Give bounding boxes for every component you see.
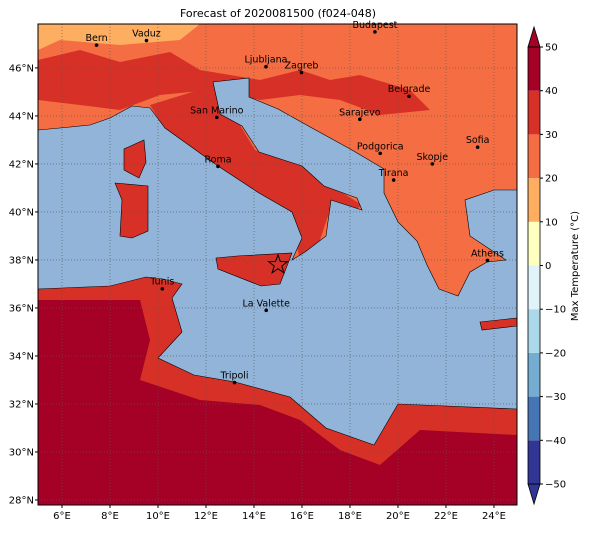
x-tick-label: 18°E [338,511,362,522]
colorbar-extend-top [527,25,541,48]
map-fill [38,24,517,505]
city-dot [391,178,396,182]
city-label: Skopje [417,152,449,163]
city-dot [378,151,383,156]
city-label: Athens [471,248,504,259]
cool-patch [38,24,200,50]
colorbar-tick-label: −10 [545,305,566,316]
city-label: Sofia [466,135,490,146]
colorbar-tick-label: −30 [545,392,566,403]
sardinia [114,182,149,239]
crete [479,317,517,331]
x-tick-label: 6°E [53,511,71,522]
colorbar-band [528,265,540,310]
y-tick-label: 42°N [9,159,34,170]
city-dot [144,38,149,43]
city-dot [407,94,411,99]
city-label: Vaduz [132,29,161,40]
y-tick-label: 36°N [9,303,34,314]
city-label: Bern [85,33,107,44]
y-tick-label: 28°N [9,495,34,506]
colorbar-band [528,178,540,222]
colorbar-band [528,396,540,441]
city-label: Tripoli [220,371,249,382]
city-dot [299,70,304,75]
city-dot [264,308,269,313]
x-tick-label: 12°E [194,511,218,522]
x-tick-label: 8°E [101,511,119,522]
x-tick-label: 22°E [434,511,458,522]
colorbar-tick-label: 40 [545,86,558,97]
city-label: La Valette [242,298,290,309]
colorbar-tick-label: 30 [545,130,558,141]
city-dot [160,286,165,291]
colorbar: 50 40 30 20 10 0 −10 −20 −30 −40 −50 [527,25,566,506]
colorbar-tick-label: −20 [545,348,566,359]
city-dot [94,43,99,47]
title: Forecast of 2020081500 (f024-048) [180,7,376,20]
colorbar-band [528,440,540,484]
city-dot [216,164,220,169]
y-tick-label: 34°N [9,351,34,362]
x-tick-label: 16°E [290,511,314,522]
colorbar-tick-label: −40 [545,436,566,447]
city-label: Budapest [352,20,397,31]
city-label: Belgrade [388,84,431,95]
city-label: Podgorica [357,141,404,152]
italy-warm [150,85,362,260]
colorbar-extend-bottom [527,483,541,506]
city-dot [430,162,435,166]
y-tick-label: 38°N [9,255,34,266]
y-tick-label: 40°N [9,207,34,218]
city-dot [485,258,490,263]
colorbar-tick-label: 20 [545,174,558,185]
colorbar-label: Max Temperature (°C) [570,211,581,321]
city-dot [373,30,377,34]
city-dot [264,64,268,69]
city-label: Tunis [149,277,174,288]
x-tick-label: 20°E [386,511,410,522]
city-label: Sarajevo [339,107,381,118]
y-tick-label: 44°N [9,111,34,122]
grid [38,24,517,505]
y-tick-label: 32°N [9,399,34,410]
city-dot [214,115,219,120]
city-label: Tirana [378,168,409,179]
colorbar-band [528,47,540,91]
y-tick-label: 46°N [9,63,34,74]
colorbar-band [528,309,540,353]
colorbar-band [528,134,540,179]
colorbar-band [528,90,540,135]
y-tick-label: 30°N [9,447,34,458]
colorbar-tick-label: −50 [545,480,566,491]
map-frame [37,23,518,506]
x-tick-label: 24°E [482,511,506,522]
x-tick-label: 14°E [242,511,266,522]
city-dot [475,145,480,149]
city-label: Ljubljana [245,55,288,66]
corsica [123,139,147,179]
forecast-point [267,253,289,275]
colorbar-band [528,352,540,397]
city-label: Roma [204,154,231,165]
city-dot [232,380,237,385]
colorbar-tick-label: 0 [545,261,551,272]
colorbar-band [528,221,540,266]
x-tick-label: 10°E [146,511,170,522]
city-label: Zagreb [285,60,319,71]
city-label: San Marino [190,105,243,116]
colorbar-tick-label: 50 [545,43,558,54]
colorbar-tick-label: 10 [545,217,558,228]
city-dot [358,117,362,122]
